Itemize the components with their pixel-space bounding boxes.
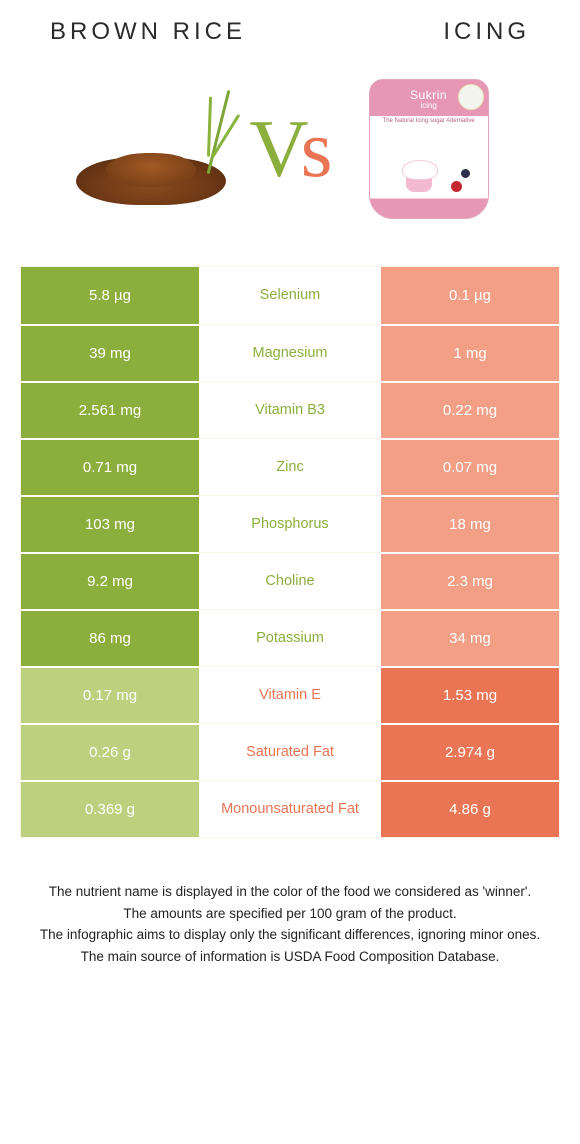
left-value: 0.26 g: [21, 723, 199, 780]
natural-badge-icon: [458, 84, 484, 110]
table-row: 5.8 µgSelenium0.1 µg: [21, 267, 559, 324]
left-value: 5.8 µg: [21, 267, 199, 324]
left-value: 9.2 mg: [21, 552, 199, 609]
right-value: 2.3 mg: [381, 552, 559, 609]
table-row: 86 mgPotassium34 mg: [21, 609, 559, 666]
right-value: 0.07 mg: [381, 438, 559, 495]
table-row: 39 mgMagnesium1 mg: [21, 324, 559, 381]
cupcake-icon: [402, 162, 436, 192]
nutrient-name: Vitamin B3: [199, 381, 381, 438]
vs-label: V s: [249, 108, 330, 190]
footer-line-2: The amounts are specified per 100 gram o…: [28, 904, 552, 924]
right-value: 0.1 µg: [381, 267, 559, 324]
left-value: 86 mg: [21, 609, 199, 666]
nutrient-name: Phosphorus: [199, 495, 381, 552]
right-value: 34 mg: [381, 609, 559, 666]
brown-rice-image: [71, 74, 231, 224]
right-value: 1.53 mg: [381, 666, 559, 723]
right-value: 18 mg: [381, 495, 559, 552]
nutrient-name: Vitamin E: [199, 666, 381, 723]
right-value: 1 mg: [381, 324, 559, 381]
icing-brand-sub: icing: [420, 101, 436, 110]
footer-notes: The nutrient name is displayed in the co…: [20, 882, 560, 966]
icing-image: Sukrin icing The Natural Icing sugar Alt…: [349, 74, 509, 224]
footer-line-3: The infographic aims to display only the…: [28, 925, 552, 945]
hero-row: V s Sukrin icing The Natural Icing sugar…: [20, 66, 560, 232]
icing-pouch-shape: Sukrin icing The Natural Icing sugar Alt…: [369, 79, 489, 219]
left-value: 0.17 mg: [21, 666, 199, 723]
icing-brand: Sukrin: [410, 88, 447, 102]
blueberry-icon: [461, 169, 470, 178]
rice-stalk-shape: [207, 90, 231, 174]
left-value: 2.561 mg: [21, 381, 199, 438]
infographic: BROWN RICE ICING V s Sukrin icing The Na…: [0, 0, 580, 978]
table-row: 0.369 gMonounsaturated Fat4.86 g: [21, 780, 559, 837]
vs-s-letter: s: [301, 108, 331, 190]
table-row: 0.17 mgVitamin E1.53 mg: [21, 666, 559, 723]
nutrient-name: Potassium: [199, 609, 381, 666]
comparison-table: 5.8 µgSelenium0.1 µg39 mgMagnesium1 mg2.…: [20, 266, 560, 838]
left-value: 0.369 g: [21, 780, 199, 837]
table-row: 0.26 gSaturated Fat2.974 g: [21, 723, 559, 780]
table-row: 103 mgPhosphorus18 mg: [21, 495, 559, 552]
right-value: 4.86 g: [381, 780, 559, 837]
nutrient-name: Selenium: [199, 267, 381, 324]
left-value: 103 mg: [21, 495, 199, 552]
left-value: 0.71 mg: [21, 438, 199, 495]
header: BROWN RICE ICING: [20, 18, 560, 46]
rice-pile-shape: [76, 135, 226, 205]
footer-line-1: The nutrient name is displayed in the co…: [28, 882, 552, 902]
right-value: 0.22 mg: [381, 381, 559, 438]
nutrient-name: Zinc: [199, 438, 381, 495]
right-value: 2.974 g: [381, 723, 559, 780]
nutrient-name: Monounsaturated Fat: [199, 780, 381, 837]
nutrient-name: Magnesium: [199, 324, 381, 381]
right-food-title: ICING: [443, 18, 530, 46]
icing-tagline: The Natural Icing sugar Alternative: [373, 118, 485, 125]
strawberry-icon: [451, 181, 462, 192]
vs-v-letter: V: [249, 108, 306, 190]
left-food-title: BROWN RICE: [50, 18, 246, 46]
table-row: 9.2 mgCholine2.3 mg: [21, 552, 559, 609]
nutrient-name: Choline: [199, 552, 381, 609]
nutrient-name: Saturated Fat: [199, 723, 381, 780]
left-value: 39 mg: [21, 324, 199, 381]
table-row: 0.71 mgZinc0.07 mg: [21, 438, 559, 495]
footer-line-4: The main source of information is USDA F…: [28, 947, 552, 967]
table-row: 2.561 mgVitamin B30.22 mg: [21, 381, 559, 438]
